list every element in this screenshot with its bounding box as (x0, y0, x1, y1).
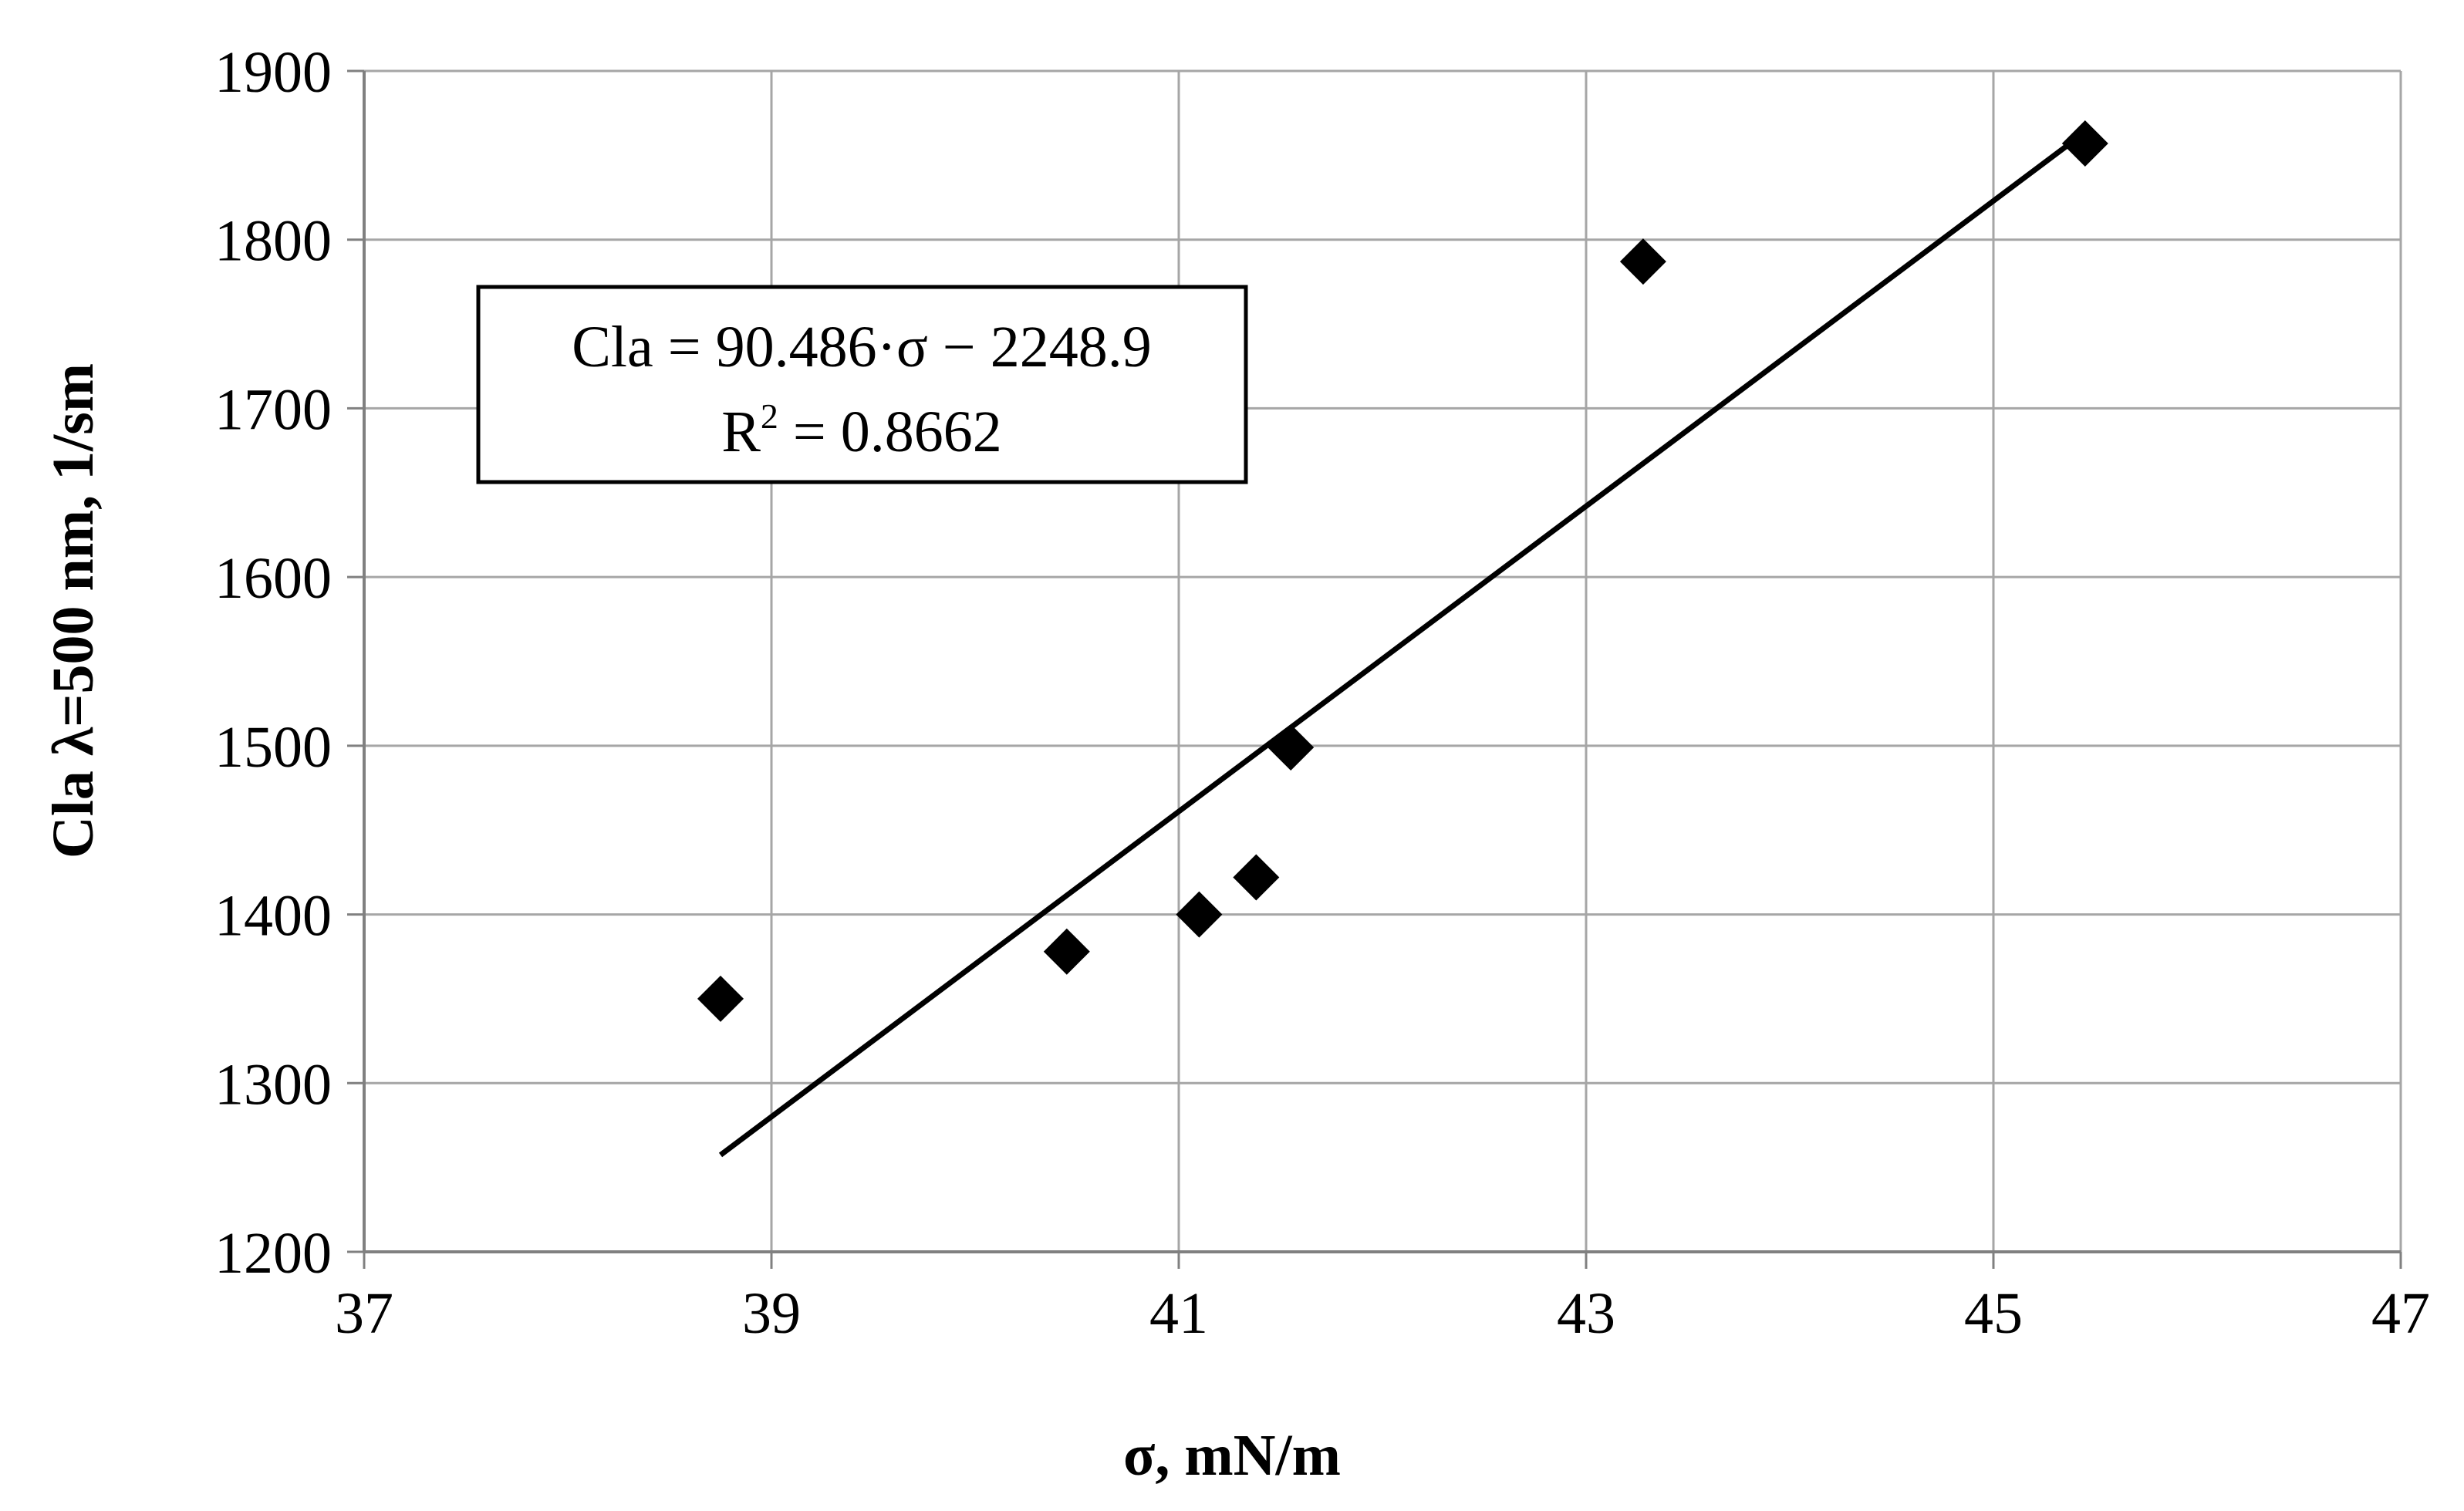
axes (347, 69, 2402, 1269)
equation-text: Cla = 90.486·σ − 2248.9 (572, 315, 1152, 379)
x-tick-label: 43 (1557, 1281, 1615, 1346)
r-squared-text: R2 = 0.8662 (721, 396, 1002, 464)
x-tick-label: 37 (335, 1281, 393, 1346)
data-point-diamond (1176, 891, 1223, 938)
data-points (697, 120, 2108, 1022)
data-point-diamond (2061, 120, 2108, 167)
y-tick-label: 1900 (214, 40, 332, 105)
x-axis-title: σ, mN/m (1123, 1423, 1341, 1488)
data-point-diamond (697, 975, 744, 1022)
x-tick-label: 41 (1149, 1281, 1208, 1346)
r-squared-superscript: 2 (761, 396, 778, 436)
data-point-diamond (1267, 724, 1315, 771)
x-tick-label: 45 (1964, 1281, 2023, 1346)
x-tick-label: 39 (742, 1281, 801, 1346)
tick-labels: 37 39 41 43 45 47 1200 1300 1400 1500 1600 1700 1800… (214, 40, 2430, 1346)
data-point-diamond (1619, 238, 1666, 285)
data-point-diamond (1043, 928, 1090, 975)
y-tick-label: 1700 (214, 377, 332, 442)
equation-box: Cla = 90.486·σ − 2248.9 R2 = 0.8662 (476, 285, 1248, 484)
data-point-diamond (1233, 854, 1280, 901)
trendline-group (718, 130, 2087, 1158)
x-tick-label: 47 (2371, 1281, 2430, 1346)
y-axis-title: Cla λ=500 nm, 1/sm (41, 363, 106, 858)
y-tick-label: 1600 (214, 546, 332, 611)
y-tick-label: 1300 (214, 1052, 332, 1117)
r-squared-prefix: R (721, 400, 761, 464)
r-squared-value: = 0.8662 (778, 400, 1002, 464)
y-tick-label: 1200 (214, 1221, 332, 1286)
trendline (718, 130, 2087, 1158)
y-tick-label: 1400 (214, 884, 332, 949)
y-tick-label: 1500 (214, 715, 332, 780)
y-tick-label: 1800 (214, 209, 332, 274)
